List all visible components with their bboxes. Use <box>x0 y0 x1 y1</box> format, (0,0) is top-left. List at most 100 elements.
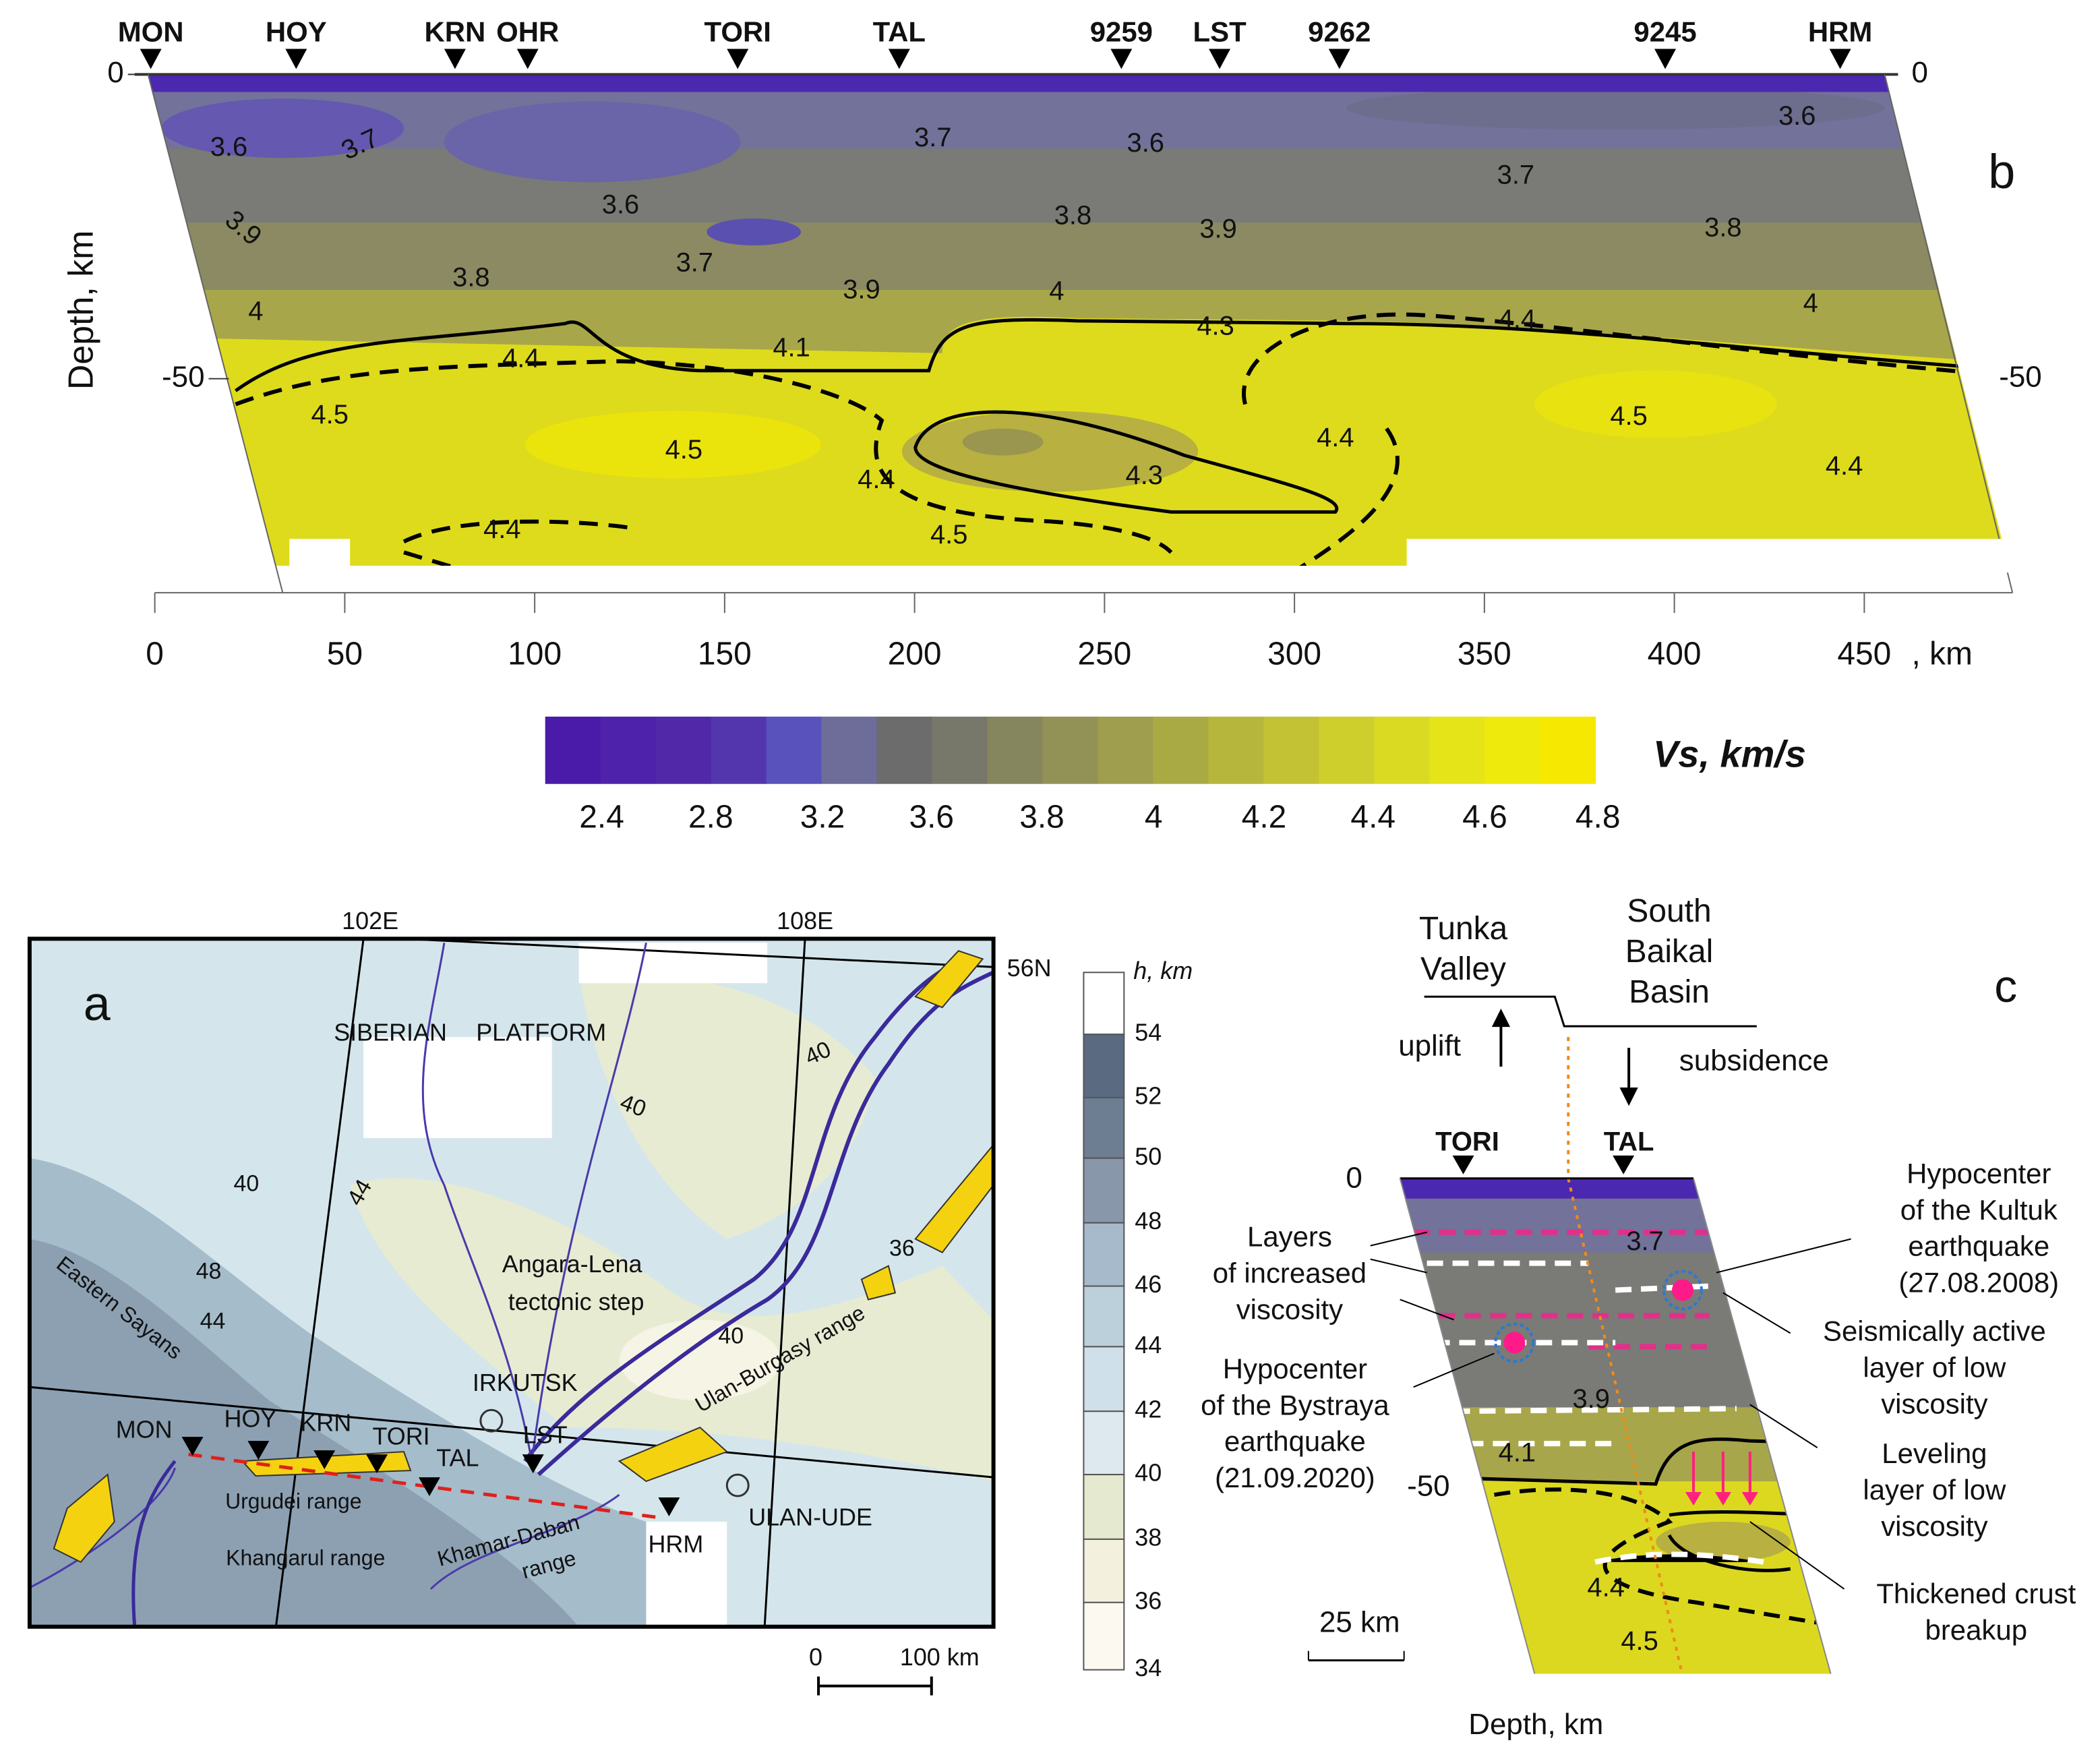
legend-tick-label: 38 <box>1135 1523 1162 1551</box>
motion-label: subsidence <box>1679 1044 1829 1077</box>
blank <box>1406 539 2013 573</box>
contour-label: 3.8 <box>452 262 490 292</box>
annotation: Leveling <box>1882 1437 1987 1469</box>
contour-label: 3.6 <box>1127 128 1165 158</box>
y-tick-label: -50 <box>162 360 204 393</box>
axis-title: Depth, km <box>1468 1708 1603 1741</box>
annotation: layer of low <box>1863 1351 2006 1383</box>
legend-cell <box>1083 1034 1125 1098</box>
x-tick-label: 300 <box>1267 636 1321 672</box>
station-label: 9262 <box>1308 16 1371 48</box>
colorbar-cell <box>1374 716 1431 784</box>
station-marker <box>1209 49 1231 69</box>
station-marker <box>285 49 307 69</box>
x-tick-label: 50 <box>327 636 363 672</box>
contour-label: 4.4 <box>483 514 521 544</box>
contour-label: 4.4 <box>1826 451 1863 481</box>
y-tick-label: 0 <box>1911 56 1927 89</box>
contour-label: 4.1 <box>1499 1438 1536 1468</box>
map <box>29 939 994 1627</box>
blank <box>289 539 351 573</box>
contour-label: 3.7 <box>914 123 952 152</box>
station-label: LST <box>523 1421 568 1449</box>
block-label: South <box>1627 893 1711 929</box>
station-marker <box>516 49 539 69</box>
axis-title: Depth, km <box>62 231 101 390</box>
contour-label: 4.5 <box>930 520 968 549</box>
station-label: MON <box>118 16 184 48</box>
annotation: Seismically active <box>1823 1315 2046 1346</box>
annotation: viscosity <box>1881 1388 1987 1419</box>
block-label: Basin <box>1629 974 1710 1010</box>
annotation: (21.09.2020) <box>1215 1462 1375 1493</box>
colorbar-cell <box>655 716 712 784</box>
legend-tick-label: 50 <box>1135 1142 1162 1170</box>
contour-label: 3.8 <box>1704 213 1742 243</box>
annotation: of the Bystraya <box>1201 1389 1389 1421</box>
contour-label: 3.8 <box>1054 201 1092 231</box>
annotation: of the Kultuk <box>1900 1194 2058 1226</box>
contour-label: 4.3 <box>1197 311 1234 340</box>
block-label: Valley <box>1420 951 1506 987</box>
station-marker <box>888 49 910 69</box>
contour-label: 3.6 <box>1778 101 1816 131</box>
contour-label: 44 <box>200 1308 226 1334</box>
annotation: Layers <box>1247 1221 1332 1253</box>
legend-cell <box>1083 1601 1125 1671</box>
labels: MON HOY KRN OHR TORI TAL 9259 LST 9262 9245 HRM 0 -5… <box>52 16 2076 1742</box>
region-label: Urgudei range <box>225 1489 361 1513</box>
contour-label: 4.5 <box>311 400 349 429</box>
colorbar-cell <box>1153 716 1209 784</box>
colorbar-tick-label: 4 <box>1145 799 1163 835</box>
colorbar-cell <box>600 716 657 784</box>
scale-label: 25 km <box>1319 1605 1400 1638</box>
contour-label: 48 <box>196 1259 222 1284</box>
panel-label: c <box>1994 961 2017 1012</box>
contour-label: 3.9 <box>1572 1384 1610 1414</box>
x-tick-label: 250 <box>1077 636 1131 672</box>
lon-label: 102E <box>342 907 398 934</box>
contour-label: 4.3 <box>1126 460 1164 490</box>
colorbar-tick-label: 2.8 <box>688 799 733 835</box>
station-label: HRM <box>648 1530 703 1557</box>
region-label: SIBERIAN <box>334 1019 447 1046</box>
station-label: TORI <box>372 1423 429 1450</box>
y-tick-label: 0 <box>1346 1161 1362 1194</box>
panel-label: b <box>1988 145 2015 199</box>
lat-label: 56N <box>1007 954 1052 982</box>
contour-label: 3.9 <box>1199 214 1237 244</box>
y-tick-label: -50 <box>1407 1470 1449 1503</box>
station-marker <box>1829 49 1851 69</box>
legend-tick-label: 36 <box>1135 1586 1162 1614</box>
contour-label: 4.4 <box>1587 1572 1625 1602</box>
station-label: KRN <box>300 1409 351 1437</box>
legend-title: h, km <box>1133 957 1193 984</box>
annotation: Thickened crust <box>1876 1578 2076 1609</box>
contour-label: 40 <box>234 1171 260 1197</box>
annotation: viscosity <box>1236 1294 1343 1326</box>
map-frame <box>27 936 996 1629</box>
scale-label: 0 <box>809 1643 822 1671</box>
annotation: Hypocenter <box>1223 1352 1367 1384</box>
station-label: TORI <box>704 16 771 48</box>
station-label: TAL <box>873 16 926 48</box>
station-marker <box>1654 49 1677 69</box>
map-scale-bar <box>817 1676 933 1696</box>
contour-label: 4.4 <box>1317 423 1354 452</box>
colorbar-cell <box>876 716 933 784</box>
detail-decor <box>1307 995 1851 1674</box>
annotation: Hypocenter <box>1907 1158 2051 1189</box>
panel-label: a <box>84 977 111 1031</box>
motion-label: uplift <box>1398 1030 1461 1063</box>
station-label: MON <box>116 1416 173 1444</box>
colorbar-tick-label: 3.8 <box>1019 799 1064 835</box>
legend-cell <box>1083 1157 1125 1224</box>
annotation: layer of low <box>1863 1474 2006 1506</box>
contour-label: 3.6 <box>602 190 640 220</box>
contour-label: 4.4 <box>858 465 895 494</box>
colorbar-cell <box>1263 716 1320 784</box>
x-tick-label: 100 <box>508 636 562 672</box>
station-label: HOY <box>224 1405 276 1433</box>
legend-cell <box>1083 1222 1125 1287</box>
contour-label: 3.9 <box>843 274 880 304</box>
